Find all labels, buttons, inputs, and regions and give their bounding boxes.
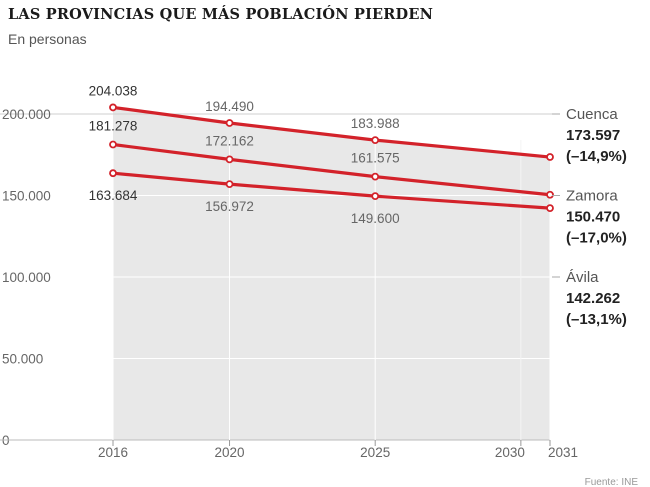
series-end-value: 173.597 (566, 127, 620, 144)
data-label: 156.972 (205, 199, 254, 214)
series-change: (–17,0%) (566, 230, 627, 247)
y-tick-label: 100.000 (2, 270, 51, 285)
data-point (225, 119, 234, 127)
series-change: (–13,1%) (566, 311, 627, 328)
data-point (225, 180, 234, 189)
series-change: (–14,9%) (566, 148, 627, 165)
data-point (371, 172, 380, 181)
data-point (371, 192, 380, 201)
x-tick-label: 2016 (98, 445, 128, 460)
series-name-label: Ávila (566, 269, 599, 286)
data-point (109, 169, 117, 178)
data-point (546, 204, 554, 213)
x-tick-label: 2031 (548, 445, 578, 460)
data-point (225, 155, 234, 164)
y-tick-label: 150.000 (2, 189, 51, 204)
data-point (371, 136, 380, 144)
series-name-label: Zamora (566, 188, 618, 205)
series-end-value: 142.262 (566, 290, 620, 307)
x-tick-label: 2020 (215, 445, 245, 460)
series-line-cuenca (112, 105, 551, 159)
data-label: 181.278 (89, 119, 138, 134)
data-label: 149.600 (351, 211, 400, 226)
data-label: 204.038 (89, 83, 138, 98)
data-label: 194.490 (205, 99, 254, 114)
y-tick-label: 200.000 (2, 107, 51, 122)
data-point (109, 103, 117, 112)
data-label: 183.988 (351, 116, 400, 131)
series-end-value: 150.470 (566, 209, 620, 226)
chart-subtitle: En personas (8, 31, 87, 47)
chart-title: LAS PROVINCIAS QUE MÁS POBLACIÓN PIERDEN (8, 6, 434, 23)
source-note: Fuente: INE (585, 477, 639, 487)
data-label: 172.162 (205, 133, 254, 148)
data-label: 163.684 (89, 188, 138, 203)
data-point (109, 140, 117, 149)
data-label: 161.575 (351, 151, 400, 166)
x-tick-label: 2030 (495, 445, 525, 460)
series-line-ávila (112, 171, 551, 210)
y-tick-label: 50.000 (2, 352, 43, 367)
data-point (546, 153, 554, 161)
series-line-zamora (112, 142, 551, 197)
x-tick-label: 2025 (360, 445, 390, 460)
series-name-label: Cuenca (566, 106, 618, 123)
plot-area (113, 107, 550, 440)
data-point (546, 190, 554, 199)
